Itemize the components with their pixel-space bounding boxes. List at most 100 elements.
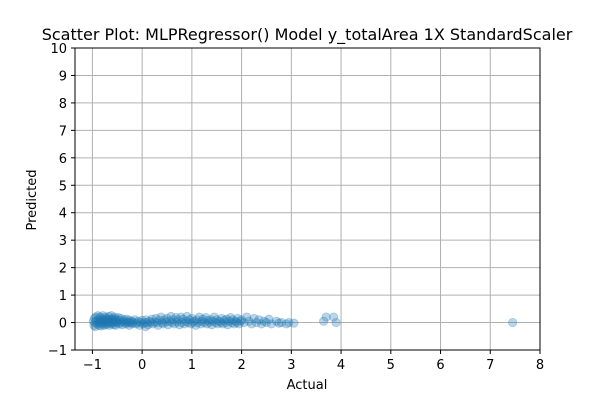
scatter-point bbox=[131, 319, 141, 329]
y-tick-label: 4 bbox=[59, 207, 67, 222]
y-tick-label: 1 bbox=[59, 289, 67, 304]
scatter-point bbox=[92, 319, 102, 329]
scatter-point bbox=[94, 320, 104, 330]
scatter-point bbox=[254, 315, 264, 325]
scatter-point bbox=[127, 316, 137, 326]
scatter-point bbox=[176, 312, 186, 322]
scatter-point bbox=[98, 311, 108, 321]
y-axis-ticks: −1 0 1 2 3 4 5 6 7 8 9 10 bbox=[48, 42, 75, 359]
scatter-point bbox=[124, 320, 134, 330]
scatter-point bbox=[188, 317, 198, 328]
scatter-point bbox=[105, 314, 115, 324]
scatter-point bbox=[157, 317, 167, 328]
scatter-point bbox=[148, 319, 158, 329]
scatter-point bbox=[90, 317, 100, 328]
scatter-point bbox=[125, 315, 135, 325]
scatter-point bbox=[162, 313, 172, 324]
scatter-point bbox=[211, 317, 221, 328]
scatter-point bbox=[149, 317, 160, 327]
scatter-point bbox=[239, 317, 249, 328]
scatter-point bbox=[109, 320, 119, 330]
scatter-point bbox=[101, 316, 111, 326]
scatter-points bbox=[88, 311, 518, 332]
scatter-point bbox=[259, 316, 269, 326]
scatter-point bbox=[94, 317, 104, 328]
scatter-point bbox=[226, 313, 236, 323]
scatter-point bbox=[167, 317, 177, 328]
scatter-point bbox=[224, 316, 234, 326]
scatter-point bbox=[89, 320, 99, 330]
scatter-point bbox=[222, 314, 232, 324]
scatter-point bbox=[229, 319, 239, 329]
scatter-point bbox=[194, 312, 204, 322]
scatter-point bbox=[321, 312, 331, 322]
scatter-point bbox=[217, 313, 227, 324]
scatter-point bbox=[187, 313, 197, 324]
y-tick-label: 7 bbox=[59, 124, 67, 139]
scatter-point bbox=[192, 315, 202, 325]
scatter-point bbox=[93, 315, 103, 325]
scatter-point bbox=[107, 319, 117, 329]
scatter-point bbox=[110, 317, 120, 327]
scatter-point bbox=[100, 317, 110, 328]
x-tick-label: 2 bbox=[237, 358, 245, 373]
scatter-point bbox=[104, 311, 114, 322]
scatter-point bbox=[106, 311, 116, 321]
scatter-point bbox=[138, 319, 148, 329]
scatter-point bbox=[246, 319, 257, 329]
y-tick-label: 2 bbox=[59, 262, 67, 277]
scatter-point bbox=[99, 320, 109, 330]
scatter-point bbox=[113, 313, 123, 323]
scatter-point bbox=[237, 315, 247, 325]
scatter-point bbox=[191, 320, 201, 330]
scatter-point bbox=[236, 316, 246, 326]
scatter-point bbox=[93, 311, 103, 321]
scatter-point bbox=[179, 319, 190, 329]
scatter-point bbox=[256, 319, 267, 329]
scatter-point bbox=[104, 320, 114, 330]
x-tick-label: 7 bbox=[486, 358, 494, 373]
scatter-point bbox=[114, 319, 124, 329]
scatter-point bbox=[163, 320, 173, 330]
scatter-point bbox=[251, 317, 262, 328]
scatter-point bbox=[96, 313, 106, 324]
scatter-point bbox=[90, 322, 100, 332]
scatter-point bbox=[96, 321, 106, 331]
scatter-point bbox=[178, 314, 188, 324]
scatter-point bbox=[117, 320, 127, 330]
scatter-point bbox=[108, 317, 118, 328]
scatter-point bbox=[227, 317, 237, 328]
scatter-point bbox=[122, 317, 132, 327]
plot-frame bbox=[74, 47, 541, 351]
scatter-point bbox=[119, 315, 129, 325]
scatter-point bbox=[249, 313, 259, 324]
scatter-point bbox=[166, 311, 176, 322]
x-tick-label: 5 bbox=[387, 358, 395, 373]
scatter-point bbox=[177, 317, 187, 328]
scatter-point bbox=[101, 320, 111, 330]
scatter-point bbox=[98, 315, 108, 325]
scatter-point bbox=[120, 317, 130, 328]
scatter-point bbox=[112, 316, 122, 326]
scatter-point bbox=[103, 317, 113, 328]
scatter-point bbox=[228, 315, 238, 325]
scatter-point bbox=[276, 317, 286, 328]
scatter-point bbox=[108, 313, 118, 324]
y-tick-label: −1 bbox=[48, 344, 67, 359]
scatter-point bbox=[199, 317, 209, 328]
scatter-point bbox=[319, 316, 329, 326]
scatter-point bbox=[115, 315, 125, 325]
x-tick-label: −1 bbox=[83, 358, 102, 373]
scatter-point bbox=[208, 316, 218, 326]
scatter-point bbox=[266, 319, 277, 329]
scatter-point bbox=[508, 317, 518, 328]
y-axis-label: Predicted bbox=[25, 169, 40, 230]
scatter-point bbox=[244, 316, 254, 326]
scatter-point bbox=[218, 319, 228, 329]
y-tick-label: 6 bbox=[59, 152, 67, 167]
scatter-point bbox=[123, 317, 133, 328]
scatter-point bbox=[109, 315, 119, 325]
scatter-point bbox=[95, 312, 105, 322]
scatter-point bbox=[184, 315, 194, 325]
scatter-point bbox=[133, 316, 143, 326]
